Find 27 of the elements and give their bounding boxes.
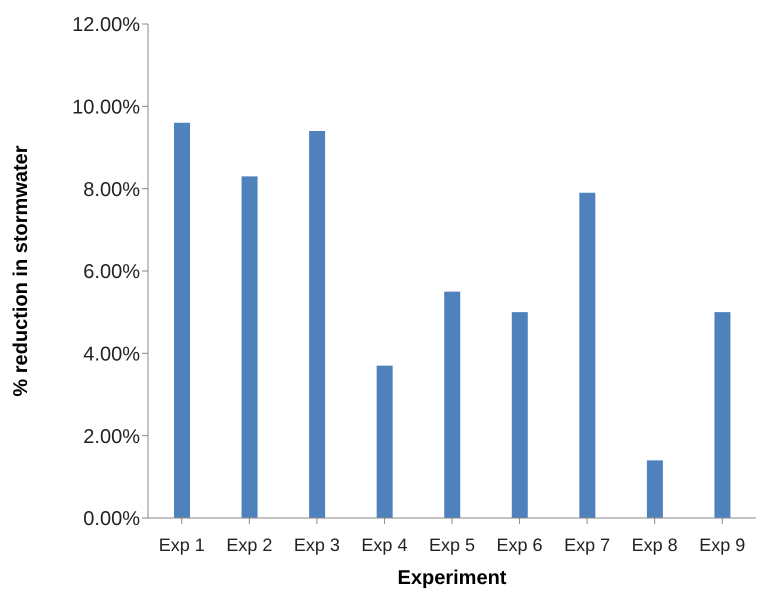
y-tick-label: 8.00% bbox=[83, 178, 140, 201]
bar bbox=[579, 192, 596, 518]
x-tick-label: Exp 4 bbox=[361, 534, 408, 555]
y-tick-label: 2.00% bbox=[83, 426, 140, 448]
bar bbox=[309, 131, 326, 518]
bar bbox=[376, 366, 393, 518]
x-tick-label: Exp 6 bbox=[496, 534, 543, 555]
bar bbox=[444, 292, 460, 518]
x-tick-label: Exp 9 bbox=[699, 534, 746, 555]
y-tick-label: 12.00% bbox=[72, 14, 140, 36]
x-tick-label: Exp 7 bbox=[564, 534, 610, 555]
x-axis-title: Experiment bbox=[398, 567, 507, 589]
bar bbox=[512, 312, 528, 518]
x-tick-label: Exp 5 bbox=[428, 534, 476, 555]
bar bbox=[714, 312, 730, 518]
y-tick-label: 10.00% bbox=[72, 96, 140, 118]
y-tick-label: 6.00% bbox=[83, 261, 140, 284]
bar bbox=[242, 176, 258, 518]
y-tick-label: 0.00% bbox=[83, 508, 140, 530]
x-tick-label: Exp 1 bbox=[158, 534, 205, 555]
bar bbox=[646, 460, 663, 518]
bar bbox=[174, 122, 190, 518]
x-tick-label: Exp 8 bbox=[632, 534, 678, 555]
y-tick-label: 4.00% bbox=[83, 343, 140, 366]
x-tick-label: Exp 3 bbox=[294, 534, 340, 555]
y-axis-title: % reduction in stormwater bbox=[10, 145, 32, 397]
x-tick-label: Exp 2 bbox=[226, 534, 272, 555]
